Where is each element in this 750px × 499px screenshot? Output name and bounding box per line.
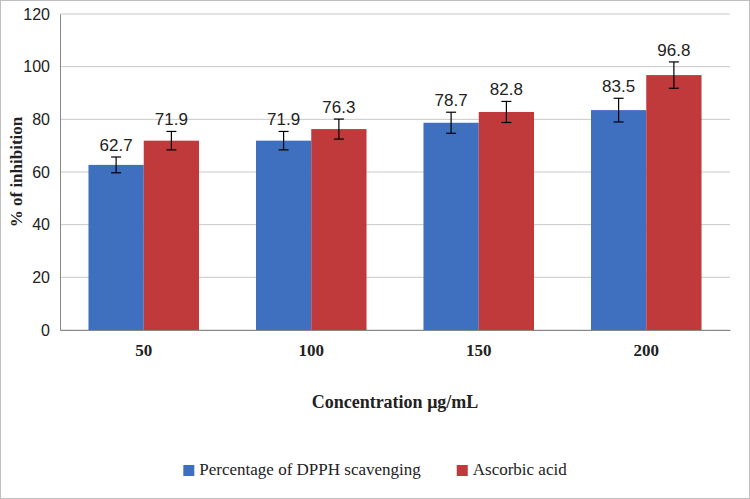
data-label: 62.7 [100, 136, 133, 155]
error-bar-cap [501, 122, 511, 123]
error-bar-stem [506, 101, 507, 122]
y-tick: 80 [32, 111, 60, 128]
grid-line [60, 14, 730, 15]
error-bar-cap [501, 101, 511, 102]
y-tick: 120 [23, 6, 60, 23]
y-axis: 0 20 40 60 80 100 120 [23, 6, 60, 339]
data-label: 78.7 [435, 91, 468, 110]
y-tick: 20 [32, 269, 60, 286]
y-tick: 60 [32, 164, 60, 181]
data-label: 83.5 [602, 77, 635, 96]
error-bar-stem [451, 112, 452, 133]
error-bar-stem [673, 62, 674, 88]
y-axis-line [60, 15, 61, 331]
error-bar [111, 157, 121, 173]
error-bar-cap [334, 138, 344, 139]
chart-frame [1, 1, 750, 499]
error-bar-cap [614, 121, 624, 122]
y-tick-label: 60 [32, 164, 50, 181]
legend-item: Ascorbic acid [457, 460, 567, 479]
bar [646, 75, 701, 330]
y-tick-label: 0 [41, 322, 50, 339]
legend: Percentage of DPPH scavenging Ascorbic ac… [183, 460, 567, 479]
data-label: 96.8 [657, 41, 690, 60]
error-bar-stem [116, 157, 117, 173]
error-bar-cap [111, 172, 121, 173]
error-bar-stem [283, 131, 284, 149]
error-bar-stem [171, 131, 172, 149]
error-bar [334, 119, 344, 139]
bar [144, 141, 199, 330]
y-tick: 0 [41, 322, 60, 339]
grid-line [60, 66, 730, 67]
error-bar-cap [669, 61, 679, 62]
legend-label: Percentage of DPPH scavenging [199, 460, 421, 479]
x-tick: 50 [135, 330, 152, 360]
error-bar-cap [446, 133, 456, 134]
y-tick-label: 40 [32, 216, 50, 233]
legend-item: Percentage of DPPH scavenging [183, 460, 421, 479]
x-tick: 200 [634, 330, 660, 360]
data-label: 82.8 [490, 80, 523, 99]
error-bar [669, 62, 679, 88]
error-bar [446, 112, 456, 133]
error-bar [614, 98, 624, 122]
marks [88, 62, 701, 330]
error-bar-cap [669, 88, 679, 89]
error-bar [166, 131, 176, 149]
y-axis-title: % of inhibition [7, 116, 26, 227]
bar [256, 141, 311, 330]
bar [423, 123, 478, 330]
bar [591, 110, 646, 330]
y-tick-label: 20 [32, 269, 50, 286]
error-bar-cap [614, 98, 624, 99]
y-tick-label: 80 [32, 111, 50, 128]
error-bar-cap [334, 118, 344, 119]
plot: 0 20 40 60 80 100 120 50 100 150 200 62.7 71.9 78.7 83… [23, 6, 730, 360]
bar [311, 129, 366, 330]
x-axis-line [61, 330, 731, 331]
legend-label: Ascorbic acid [473, 460, 567, 479]
data-label: 71.9 [267, 110, 300, 129]
legend-swatch [183, 465, 194, 476]
error-bar-cap [166, 131, 176, 132]
error-bar-cap [279, 149, 289, 150]
error-bar-stem [618, 98, 619, 122]
x-tick: 150 [466, 330, 492, 360]
error-bar-cap [111, 156, 121, 157]
x-tick-label: 200 [634, 341, 660, 360]
bar [479, 112, 534, 330]
x-tick-label: 150 [466, 341, 492, 360]
error-bar-cap [279, 131, 289, 132]
series [88, 98, 646, 330]
x-axis: 50 100 150 200 [61, 330, 731, 360]
chart: 0 20 40 60 80 100 120 50 100 150 200 62.7 71.9 78.7 83… [0, 0, 750, 499]
error-bar [501, 101, 511, 122]
grid [60, 14, 730, 330]
x-tick-label: 50 [135, 341, 152, 360]
y-tick-label: 120 [23, 6, 50, 23]
x-tick-label: 100 [299, 341, 325, 360]
error-bar-cap [166, 149, 176, 150]
y-tick: 40 [32, 216, 60, 233]
x-tick: 100 [299, 330, 325, 360]
error-bar-cap [446, 112, 456, 113]
y-tick-label: 100 [23, 58, 50, 75]
y-tick: 100 [23, 58, 60, 75]
series [144, 62, 702, 330]
data-label: 71.9 [155, 110, 188, 129]
error-bar-stem [338, 119, 339, 139]
bar [88, 165, 143, 330]
data-label: 76.3 [322, 98, 355, 117]
error-bar [279, 131, 289, 149]
legend-swatch [457, 465, 468, 476]
data-labels: 62.7 71.9 78.7 83.5 71.9 76.3 82.8 96.8 [100, 41, 691, 155]
x-axis-title: Concentration μg/mL [312, 392, 479, 412]
